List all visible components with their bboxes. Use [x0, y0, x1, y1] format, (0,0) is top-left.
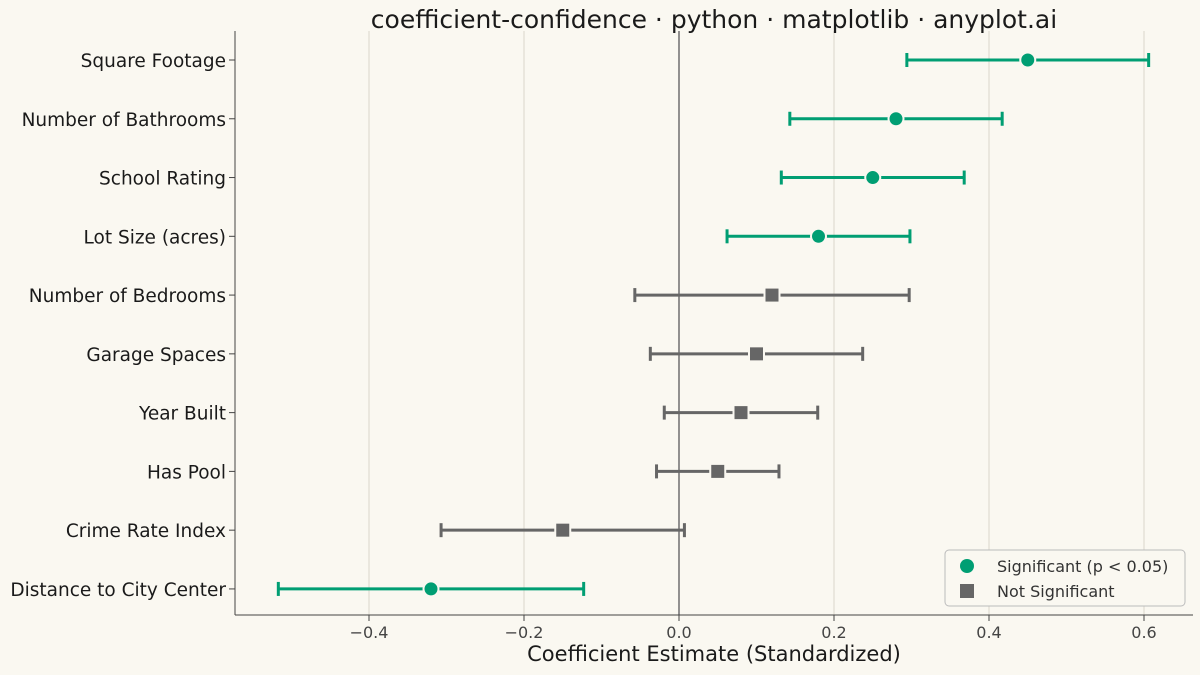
x-tick-label: 0.6: [1131, 623, 1156, 642]
y-tick-label: Has Pool: [147, 462, 226, 483]
y-tick-label: Number of Bathrooms: [22, 110, 226, 131]
estimate-point-significant: [887, 110, 905, 128]
grid-layer: [368, 31, 1145, 615]
estimate-point-not-significant: [748, 345, 765, 363]
estimate-point-significant: [1019, 51, 1037, 69]
x-tick-label: 0.0: [666, 623, 691, 642]
legend-label: Not Significant: [997, 582, 1115, 601]
marks-layer: [276, 51, 1151, 598]
legend-marker-square: [960, 584, 974, 598]
y-tick-label: Garage Spaces: [86, 345, 226, 366]
legend: Significant (p < 0.05) Not Significant: [944, 549, 1186, 607]
y-tick-label: Distance to City Center: [10, 580, 226, 601]
x-tick-label: −0.4: [350, 623, 389, 642]
estimate-point-significant: [864, 169, 882, 187]
estimate-point-not-significant: [709, 462, 727, 480]
y-tick-label: Lot Size (acres): [84, 227, 226, 248]
y-tick-label: Year Built: [138, 404, 226, 425]
x-tick-label: 0.4: [976, 623, 1001, 642]
estimate-point-significant: [422, 580, 440, 598]
estimate-point-not-significant: [554, 521, 572, 539]
legend-label: Significant (p < 0.05): [997, 557, 1168, 576]
estimate-point-not-significant: [763, 286, 781, 304]
x-tick-label: 0.2: [821, 623, 846, 642]
y-tick-label: Number of Bedrooms: [29, 286, 226, 307]
legend-marker-circle: [960, 559, 974, 573]
chart-title: coefficient-confidence · python · matplo…: [371, 5, 1057, 34]
axes-layer: −0.4 −0.2 0.0 0.2 0.4 0.6 Square Footage Number…: [10, 31, 1193, 642]
estimate-point-not-significant: [732, 404, 750, 422]
y-tick-label: School Rating: [99, 169, 226, 190]
legend-box: [944, 549, 1186, 607]
y-tick-label: Crime Rate Index: [66, 521, 226, 542]
y-tick-label: Square Footage: [81, 51, 226, 72]
x-axis-label: Coefficient Estimate (Standardized): [527, 642, 901, 666]
estimate-point-significant: [810, 227, 827, 245]
x-tick-label: −0.2: [505, 623, 544, 642]
